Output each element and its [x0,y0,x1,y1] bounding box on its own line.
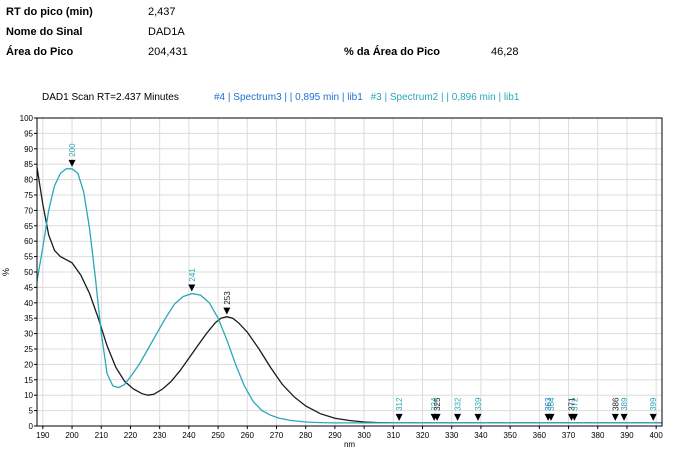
x-tick-label: 340 [474,431,488,440]
rt-label: RT do pico (min) [6,6,93,18]
area-row: Área do Pico 204,431 % da Área do Pico 4… [6,42,666,62]
peak-marker-icon [620,413,628,421]
peak-marker-icon [547,413,555,421]
peak-marker-icon [474,413,482,421]
axis-ticks: 0 5 10 15 20 25 30 35 40 45 50 55 60 65 70 75 80 85 90 95 10… [20,114,664,440]
chart-legend: #4 | Spectrum3 | | 0,895 min | lib1 #3 |… [214,92,520,103]
x-tick-label: 380 [591,431,605,440]
peak-label: 325 [433,397,442,411]
x-tick-label: 200 [65,431,79,440]
peak-label: 332 [454,397,463,411]
y-tick-label: 30 [24,330,33,339]
peak-label: 371 [567,397,576,411]
legend-entry: #3 | Spectrum2 | | 0,896 min | lib1 [371,92,520,103]
rt-row: RT do pico (min) 2,437 [6,2,666,22]
peak-label: 372 [570,397,579,411]
peak-label: 253 [223,291,232,305]
x-tick-label: 210 [95,431,109,440]
peak-marker-icon [395,413,403,421]
y-tick-label: 55 [24,253,33,262]
area-label: Área do Pico [6,46,74,58]
y-axis-label: % [1,268,11,276]
x-tick-label: 290 [328,431,342,440]
peak-label: 386 [611,397,620,411]
y-tick-label: 80 [24,176,33,185]
y-tick-label: 70 [24,206,33,215]
area-pct-value: 46,28 [491,46,519,58]
y-tick-label: 95 [24,129,33,138]
y-tick-label: 50 [24,268,33,277]
area-pct-label: % da Área do Pico [344,46,440,58]
area-value: 204,431 [148,46,188,58]
peak-marker-icon [68,159,76,167]
y-tick-label: 15 [24,376,33,385]
x-tick-label: 280 [299,431,313,440]
y-tick-label: 25 [24,345,33,354]
x-tick-label: 350 [503,431,517,440]
y-tick-label: 0 [29,422,34,431]
x-tick-label: 400 [649,431,663,440]
x-tick-label: 240 [182,431,196,440]
peak-label: 312 [395,397,404,411]
y-tick-label: 20 [24,360,33,369]
x-axis-label: nm [344,440,355,449]
x-tick-label: 190 [36,431,50,440]
y-tick-label: 5 [29,407,34,416]
x-tick-label: 330 [445,431,459,440]
chart-title: DAD1 Scan RT=2.437 Minutes [42,92,179,103]
x-tick-label: 370 [562,431,576,440]
peak-marker-icon [188,284,196,292]
y-tick-label: 65 [24,222,33,231]
peak-label: 200 [68,143,77,157]
signal-row: Nome do Sinal DAD1A [6,22,666,42]
x-tick-label: 310 [387,431,401,440]
peak-label: 241 [188,268,197,282]
peak-label: 364 [547,397,556,411]
x-tick-label: 230 [153,431,167,440]
signal-value: DAD1A [148,26,185,38]
y-tick-label: 100 [20,114,34,123]
peak-label: 324 [430,397,439,411]
x-tick-label: 220 [124,431,138,440]
x-tick-label: 300 [357,431,371,440]
series-lines [36,167,662,424]
y-tick-label: 45 [24,283,33,292]
peak-label: 363 [544,397,553,411]
signal-label: Nome do Sinal [6,26,83,38]
peak-label: 339 [474,397,483,411]
peak-marker-icon [223,307,231,315]
x-tick-label: 320 [416,431,430,440]
peak-marker-icon [611,413,619,421]
y-tick-label: 35 [24,314,33,323]
y-tick-label: 90 [24,145,33,154]
x-tick-label: 360 [533,431,547,440]
peak-label: 399 [649,397,658,411]
peak-marker-icon [433,413,441,421]
peak-marker-icon [649,413,657,421]
y-tick-label: 40 [24,299,33,308]
x-tick-label: 270 [270,431,284,440]
x-tick-label: 260 [241,431,255,440]
peak-info-panel: RT do pico (min) 2,437 Nome do Sinal DAD… [6,2,666,62]
spectrum-series-2 [36,168,662,424]
y-tick-label: 60 [24,237,33,246]
x-tick-label: 250 [211,431,225,440]
gridlines [37,118,662,426]
peak-label: 389 [620,397,629,411]
y-tick-label: 10 [24,391,33,400]
x-tick-label: 390 [620,431,634,440]
legend-entry: #4 | Spectrum3 | | 0,895 min | lib1 [214,92,363,103]
y-tick-label: 85 [24,160,33,169]
y-tick-label: 75 [24,191,33,200]
peak-marker-icon [454,413,462,421]
rt-value: 2,437 [148,6,176,18]
peak-marker-icon [570,413,578,421]
